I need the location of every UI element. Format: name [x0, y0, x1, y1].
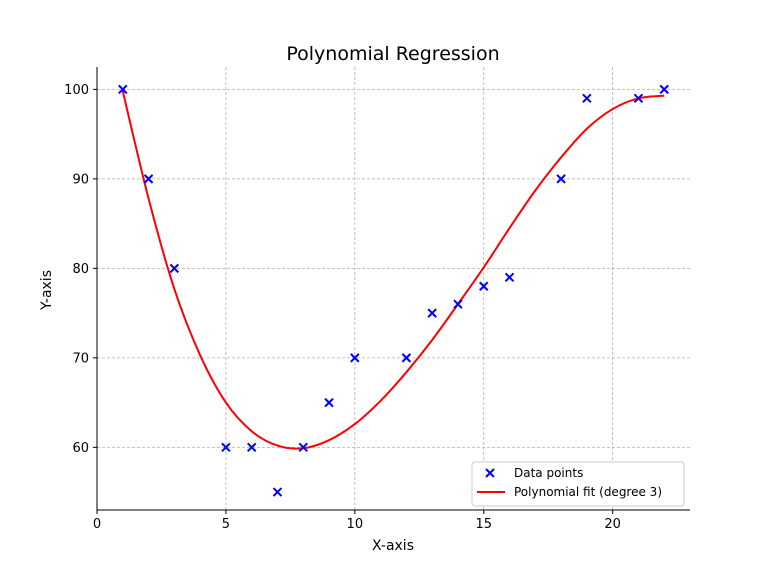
x-tick-label: 5	[222, 517, 230, 532]
data-point	[350, 353, 360, 363]
data-point	[246, 442, 257, 453]
data-point-stroke	[556, 174, 566, 184]
legend-marker-data-points	[485, 468, 495, 478]
chart-title: Polynomial Regression	[286, 43, 499, 65]
polynomial-fit-line	[121, 90, 665, 450]
y-tick-label: 100	[64, 83, 89, 98]
data-point	[633, 93, 644, 104]
y-axis-label: Y-axis	[39, 270, 55, 311]
x-tick-label: 20	[604, 517, 621, 532]
y-tick-label: 80	[72, 262, 89, 277]
data-point-stroke	[401, 353, 412, 363]
data-point-stroke	[169, 263, 180, 274]
x-axis-label: X-axis	[372, 538, 414, 554]
data-point-stroke	[582, 93, 592, 104]
data-point-stroke	[427, 308, 437, 318]
data-point-stroke	[143, 174, 154, 184]
legend-label-polynomial-fit: Polynomial fit (degree 3)	[514, 485, 662, 499]
data-point	[143, 174, 154, 184]
data-point-stroke	[298, 442, 308, 453]
data-point	[659, 84, 669, 95]
data-point-stroke	[324, 397, 334, 408]
x-tick-label: 10	[347, 517, 364, 532]
tick-labels: 0 5 10 15 20 60 70 80 90 100	[64, 83, 621, 532]
data-point-stroke	[633, 93, 644, 104]
data-point	[298, 442, 308, 453]
axes	[96, 67, 690, 511]
data-point	[427, 308, 437, 318]
grid	[96, 67, 690, 510]
data-point	[453, 299, 463, 309]
y-tick-label: 70	[72, 351, 89, 366]
y-tick-label: 60	[72, 441, 89, 456]
data-point-stroke	[479, 281, 489, 291]
data-point-stroke	[246, 442, 257, 453]
data-point-stroke	[504, 272, 515, 283]
legend: Data points Polynomial fit (degree 3)	[471, 461, 685, 507]
data-point-stroke	[350, 353, 360, 363]
y-tick-label: 90	[72, 172, 89, 187]
x-tick-label: 0	[93, 517, 101, 532]
plot-area	[118, 84, 669, 497]
legend-box	[471, 461, 685, 507]
data-point-stroke	[221, 442, 231, 453]
x-tick-label: 15	[475, 517, 492, 532]
data-point	[401, 353, 412, 363]
data-point	[479, 281, 489, 291]
data-point	[582, 93, 592, 104]
data-point-stroke	[659, 84, 669, 95]
data-point	[118, 84, 128, 95]
data-point	[324, 397, 334, 408]
data-point	[221, 442, 231, 453]
data-point-stroke	[453, 299, 463, 309]
data-point	[504, 272, 515, 283]
data-point	[169, 263, 180, 274]
data-point	[272, 487, 283, 497]
data-point-stroke	[272, 487, 283, 497]
legend-label-data-points: Data points	[514, 466, 583, 480]
data-point-stroke	[118, 84, 128, 95]
data-point	[556, 174, 566, 184]
